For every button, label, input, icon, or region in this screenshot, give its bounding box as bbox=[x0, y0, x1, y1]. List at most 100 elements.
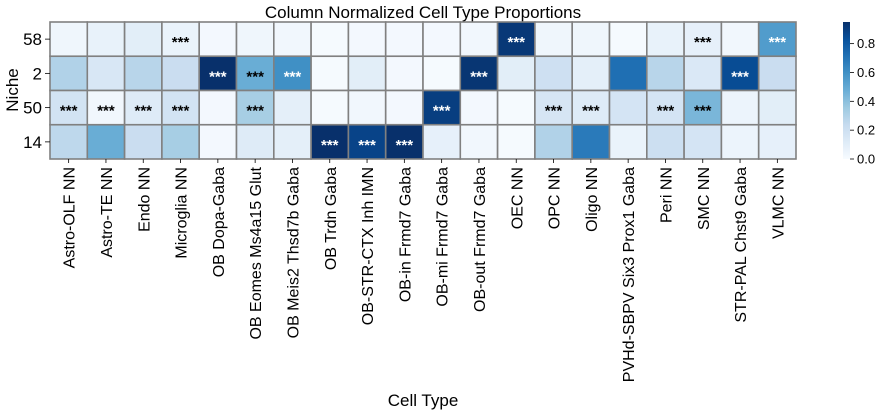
y-tick-label: 14 bbox=[23, 133, 42, 152]
x-tick-label: PVHd-SBPV Six3 Prox1 Gaba bbox=[621, 167, 638, 382]
heatmap-cell bbox=[384, 21, 424, 58]
heatmap-cell bbox=[347, 21, 387, 58]
heatmap-cell bbox=[608, 21, 648, 58]
heatmap-cell bbox=[496, 123, 536, 160]
heatmap-cell bbox=[683, 123, 723, 160]
heatmap-cell bbox=[608, 89, 648, 126]
significance-marker: *** bbox=[731, 68, 749, 85]
significance-marker: *** bbox=[470, 68, 488, 85]
significance-marker: *** bbox=[246, 103, 264, 120]
significance-marker: *** bbox=[694, 103, 712, 120]
heatmap-cell bbox=[571, 55, 611, 92]
heatmap-cell bbox=[49, 21, 89, 58]
significance-marker: *** bbox=[358, 137, 376, 154]
heatmap-cell bbox=[272, 89, 312, 126]
significance-marker: *** bbox=[246, 68, 264, 85]
heatmap-cell bbox=[347, 89, 387, 126]
heatmap-cell bbox=[123, 123, 163, 160]
heatmap-cell bbox=[310, 21, 350, 58]
significance-marker: *** bbox=[694, 34, 712, 51]
significance-marker: *** bbox=[97, 103, 115, 120]
colorbar-tick-label: 0.0 bbox=[857, 152, 875, 167]
significance-marker: *** bbox=[433, 103, 451, 120]
chart-title: Column Normalized Cell Type Proportions bbox=[265, 3, 581, 22]
heatmap-cell bbox=[459, 123, 499, 160]
heatmap-cell bbox=[571, 123, 611, 160]
heatmap-cell bbox=[496, 55, 536, 92]
heatmap-cell bbox=[86, 21, 126, 58]
heatmap-cell bbox=[720, 123, 760, 160]
y-tick-label: 2 bbox=[33, 64, 42, 83]
heatmap-cells bbox=[49, 21, 797, 160]
heatmap-cell bbox=[571, 21, 611, 58]
heatmap-cell bbox=[683, 55, 723, 92]
heatmap-cell bbox=[459, 55, 499, 92]
x-tick-labels: Astro-OLF NN Astro-TE NN Endo NN Microglia … bbox=[62, 159, 787, 382]
x-tick-label: OB Meis2 Thsd7b Gaba bbox=[285, 167, 302, 338]
heatmap-cell bbox=[49, 123, 89, 160]
x-tick-label: Endo NN bbox=[136, 167, 153, 232]
significance-marker: *** bbox=[545, 103, 563, 120]
heatmap-cell bbox=[645, 55, 685, 92]
significance-marker: *** bbox=[134, 103, 152, 120]
x-tick-label: STR-PAL Chst9 Gaba bbox=[733, 167, 750, 323]
colorbar-tick-label: 0.6 bbox=[857, 65, 875, 80]
heatmap-cell bbox=[198, 89, 238, 126]
heatmap-cell bbox=[198, 21, 238, 58]
heatmap-cell bbox=[384, 55, 424, 92]
heatmap-cell bbox=[161, 123, 200, 160]
y-tick-label: 58 bbox=[23, 30, 42, 49]
heatmap-cell bbox=[571, 89, 611, 126]
significance-marker: *** bbox=[172, 34, 190, 51]
heatmap-cell bbox=[608, 55, 648, 92]
significance-marker: *** bbox=[209, 68, 227, 85]
heatmap-cell bbox=[459, 89, 499, 126]
y-axis-label: Niche bbox=[3, 68, 22, 111]
x-tick-label: OPC NN bbox=[547, 167, 564, 229]
y-tick-label: 50 bbox=[23, 99, 42, 118]
heatmap-cell bbox=[496, 89, 536, 126]
colorbar-tick-label: 0.8 bbox=[857, 36, 875, 51]
heatmap-cell bbox=[683, 89, 723, 126]
x-tick-label: OB-STR-CTX Inh IMN bbox=[360, 167, 377, 325]
x-tick-label: SMC NN bbox=[696, 167, 713, 230]
x-axis-label: Cell Type bbox=[388, 391, 459, 410]
heatmap-cell bbox=[86, 123, 126, 160]
heatmap-cell bbox=[384, 123, 424, 160]
heatmap-cell bbox=[757, 21, 797, 58]
heatmap-cell bbox=[459, 21, 499, 58]
heatmap-cell bbox=[272, 123, 312, 160]
x-tick-label: OB-out Frmd7 Gaba bbox=[472, 167, 489, 312]
heatmap-cell bbox=[347, 55, 387, 92]
heatmap-cell bbox=[534, 89, 574, 126]
x-tick-label: OB-in Frmd7 Gaba bbox=[397, 167, 414, 302]
colorbar-tick-label: 0.4 bbox=[857, 94, 875, 109]
heatmap-cell bbox=[86, 55, 126, 92]
x-tick-label: OB Eomes Ms4a15 Glut bbox=[248, 166, 265, 339]
significance-marker: *** bbox=[284, 68, 302, 85]
x-tick-label: OB-mi Frmd7 Gaba bbox=[435, 167, 452, 307]
significance-marker: *** bbox=[321, 137, 339, 154]
x-tick-label: VLMC NN bbox=[770, 167, 787, 239]
heatmap-cell bbox=[645, 123, 685, 160]
heatmap-cell bbox=[422, 21, 462, 58]
significance-marker: *** bbox=[507, 34, 525, 51]
heatmap-cell bbox=[645, 21, 685, 58]
x-tick-label: Oligo NN bbox=[584, 167, 601, 232]
x-tick-label: Peri NN bbox=[658, 167, 675, 223]
significance-marker: *** bbox=[60, 103, 78, 120]
heatmap-cell bbox=[720, 21, 760, 58]
heatmap-cell bbox=[235, 123, 275, 160]
heatmap-cell bbox=[534, 21, 574, 58]
heatmap-cell bbox=[235, 89, 275, 126]
heatmap-cell bbox=[272, 21, 312, 58]
colorbar-ticks: 0.0 0.2 0.4 0.6 0.8 bbox=[850, 36, 875, 167]
heatmap-cell bbox=[310, 123, 350, 160]
heatmap-cell bbox=[534, 55, 574, 92]
y-tick-labels: 58 2 50 14 bbox=[23, 30, 50, 152]
significance-marker: *** bbox=[396, 137, 414, 154]
colorbar bbox=[843, 22, 850, 159]
significance-marker: *** bbox=[769, 34, 787, 51]
heatmap-cell bbox=[757, 55, 797, 92]
